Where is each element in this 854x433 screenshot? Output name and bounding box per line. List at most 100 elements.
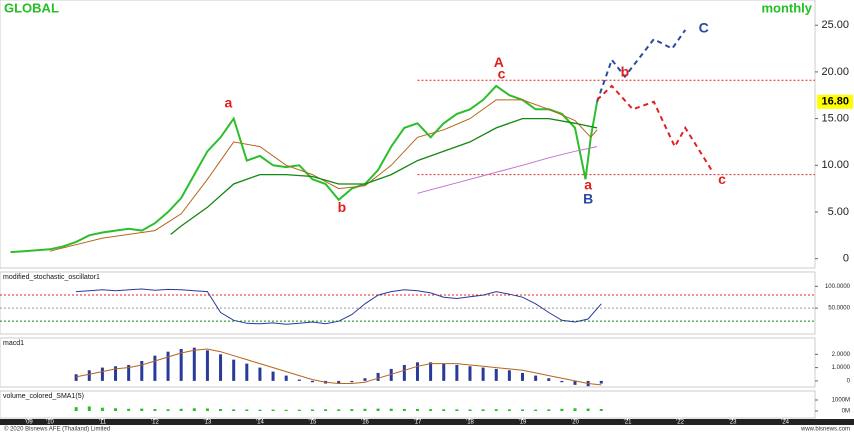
- x-tick-label: '20: [571, 420, 579, 426]
- y-tick-label: 5.00: [828, 206, 849, 218]
- bar: [350, 380, 354, 383]
- bar: [140, 360, 144, 381]
- x-tick-label: '12: [151, 420, 159, 426]
- chart-title: GLOBAL: [4, 0, 59, 15]
- last-price-box: [817, 94, 853, 109]
- bar: [219, 354, 223, 381]
- y-tick-label: 100.0000: [825, 284, 851, 290]
- bar: [442, 363, 446, 381]
- y-tick-label: 10.00: [821, 159, 849, 171]
- wave-label: c: [498, 65, 506, 81]
- bar: [521, 409, 525, 412]
- x-tick-label: '16: [361, 420, 369, 426]
- bar: [153, 409, 157, 412]
- y-tick-label: 1.0000: [832, 365, 851, 371]
- bar: [442, 409, 446, 412]
- panel-title: modified_stochastic_oscillator1: [3, 274, 100, 281]
- x-tick-label: '21: [624, 420, 632, 426]
- bar: [560, 380, 564, 383]
- bar: [376, 372, 380, 381]
- bar: [455, 364, 459, 381]
- bar: [232, 359, 236, 381]
- bar: [232, 409, 236, 412]
- bar: [534, 375, 538, 381]
- bar: [481, 409, 485, 412]
- bar: [245, 409, 249, 412]
- bar: [258, 367, 262, 381]
- panel: [0, 271, 816, 335]
- bar: [534, 409, 538, 412]
- bar: [310, 409, 314, 412]
- bar: [376, 408, 380, 412]
- bar: [521, 372, 525, 381]
- bar: [455, 409, 459, 412]
- bar: [389, 408, 393, 412]
- bar: [599, 380, 603, 384]
- bar: [100, 367, 104, 381]
- wave-label: a: [584, 177, 592, 193]
- bar: [429, 409, 433, 412]
- bar: [494, 409, 498, 412]
- y-tick-label: 0: [847, 378, 851, 384]
- bar: [573, 408, 577, 412]
- y-tick-label: 2.0000: [832, 352, 851, 358]
- bar: [205, 350, 209, 381]
- bar: [429, 362, 433, 381]
- bar: [284, 409, 288, 412]
- bar: [166, 409, 170, 412]
- bar: [179, 408, 183, 412]
- footer-right: www.bisnews.com: [800, 427, 850, 433]
- x-tick-label: '19: [519, 420, 527, 426]
- bar: [284, 375, 288, 381]
- x-tick-label: '23: [729, 420, 737, 426]
- panel-title: macd1: [3, 340, 24, 347]
- x-tick-label: '22: [676, 420, 684, 426]
- wave-label: c: [718, 171, 726, 187]
- series-line: [49, 99, 598, 252]
- wave-label: C: [699, 20, 709, 36]
- panel: [0, 337, 816, 388]
- x-tick-label: '15: [309, 420, 317, 426]
- bar: [74, 374, 78, 381]
- series-line: [76, 348, 602, 386]
- bar: [310, 380, 314, 383]
- wave-label: a: [225, 94, 233, 110]
- series-line: [596, 29, 687, 103]
- x-tick-label: '17: [414, 420, 422, 426]
- series-line: [10, 84, 599, 254]
- bar: [324, 409, 328, 412]
- bar: [87, 370, 91, 381]
- wave-label: b: [621, 64, 630, 80]
- bar: [114, 408, 118, 412]
- y-tick-label: 25.00: [821, 19, 849, 31]
- bar: [127, 408, 131, 412]
- bar: [127, 364, 131, 381]
- bar: [468, 366, 472, 381]
- series-line: [417, 146, 598, 194]
- x-tick-label: '14: [256, 420, 264, 426]
- bar: [468, 409, 472, 412]
- bar: [114, 366, 118, 381]
- y-tick-label: 50.0000: [828, 306, 850, 312]
- bar: [166, 351, 170, 381]
- bar: [350, 409, 354, 412]
- x-tick-label: '18: [466, 420, 474, 426]
- bar: [271, 371, 275, 381]
- bar: [507, 370, 511, 381]
- wave-label: b: [338, 199, 347, 215]
- bar: [153, 355, 157, 381]
- bar: [271, 409, 275, 412]
- series-line: [76, 288, 602, 325]
- x-tick-label: '13: [204, 420, 212, 426]
- y-tick-label: 0M: [842, 409, 850, 415]
- bar: [179, 349, 183, 381]
- bar: [192, 347, 196, 381]
- bar: [389, 368, 393, 381]
- bar: [140, 408, 144, 412]
- bar: [192, 408, 196, 412]
- panel: [0, 390, 816, 419]
- bar: [74, 407, 78, 412]
- bar: [205, 408, 209, 412]
- bar: [547, 378, 551, 381]
